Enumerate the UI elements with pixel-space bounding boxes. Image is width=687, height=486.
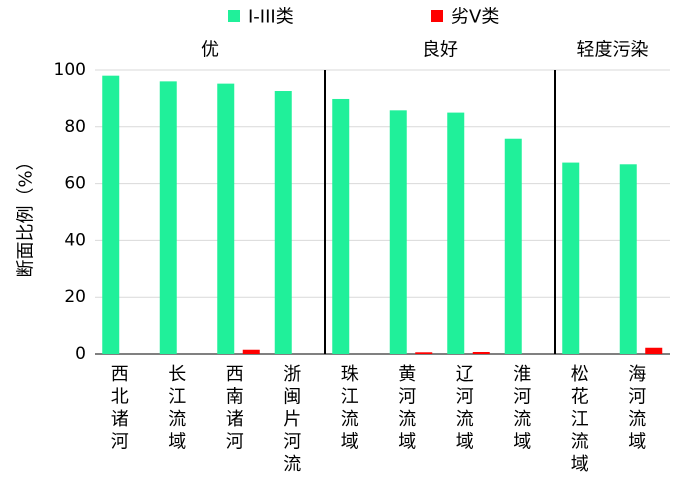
x-category-label: 黄河流域 xyxy=(398,364,416,453)
x-category-label: 淮河流域 xyxy=(513,364,531,453)
x-category-label: 海河流域 xyxy=(628,364,646,453)
bar-class-i-iii-5 xyxy=(389,110,407,354)
y-tick-labels: 0 20 40 60 80 100 xyxy=(54,60,86,364)
y-tick-label: 100 xyxy=(54,60,86,80)
legend-label: 劣V类 xyxy=(451,7,499,28)
x-category-labels: 西北诸河 长江流域 西南诸河 浙闽片河流 珠江流域 黄河流域 辽河流域 淮河流域 松花江流域 海河… xyxy=(111,364,647,475)
bar-class-i-iii-7 xyxy=(504,138,522,354)
legend-swatch xyxy=(228,10,240,22)
legend-label: I-III类 xyxy=(248,7,294,28)
bar-class-worse-v-5 xyxy=(415,352,433,354)
x-category-label: 浙闽片河流 xyxy=(283,364,301,475)
x-category-label: 西南诸河 xyxy=(226,364,244,453)
bar-class-i-iii-9 xyxy=(619,164,637,354)
group-labels: 优 良好 轻度污染 xyxy=(201,40,649,61)
y-tick-label: 80 xyxy=(64,117,86,137)
bar-class-worse-v-9 xyxy=(645,347,663,354)
x-category-label: 长江流域 xyxy=(168,364,186,453)
bar-class-worse-v-2 xyxy=(242,349,260,354)
legend: I-III类 劣V类 xyxy=(228,7,499,28)
y-axis-label: 断面比例（%） xyxy=(16,152,37,277)
y-tick-label: 0 xyxy=(75,344,86,364)
bar-class-i-iii-8 xyxy=(562,162,580,354)
bar-class-worse-v-6 xyxy=(472,352,490,354)
group-label: 优 xyxy=(201,40,219,61)
group-label: 良好 xyxy=(422,40,458,61)
gridlines xyxy=(95,69,670,355)
bar-class-i-iii-0 xyxy=(102,75,120,355)
bar-class-i-iii-1 xyxy=(159,81,177,355)
y-tick-label: 40 xyxy=(64,230,86,250)
y-tick-label: 20 xyxy=(64,287,86,307)
bar-class-i-iii-6 xyxy=(447,112,465,354)
x-category-label: 珠江流域 xyxy=(341,364,359,453)
legend-swatch xyxy=(431,10,443,22)
group-dividers xyxy=(324,70,556,354)
bar-class-i-iii-2 xyxy=(217,83,235,354)
group-label: 轻度污染 xyxy=(577,40,649,61)
x-category-label: 辽河流域 xyxy=(456,364,474,453)
bar-class-i-iii-3 xyxy=(274,91,292,355)
bar-class-i-iii-4 xyxy=(332,98,350,354)
x-category-label: 松花江流域 xyxy=(571,364,589,475)
bars xyxy=(102,75,663,355)
y-tick-label: 60 xyxy=(64,174,86,194)
x-category-label: 西北诸河 xyxy=(111,364,129,453)
